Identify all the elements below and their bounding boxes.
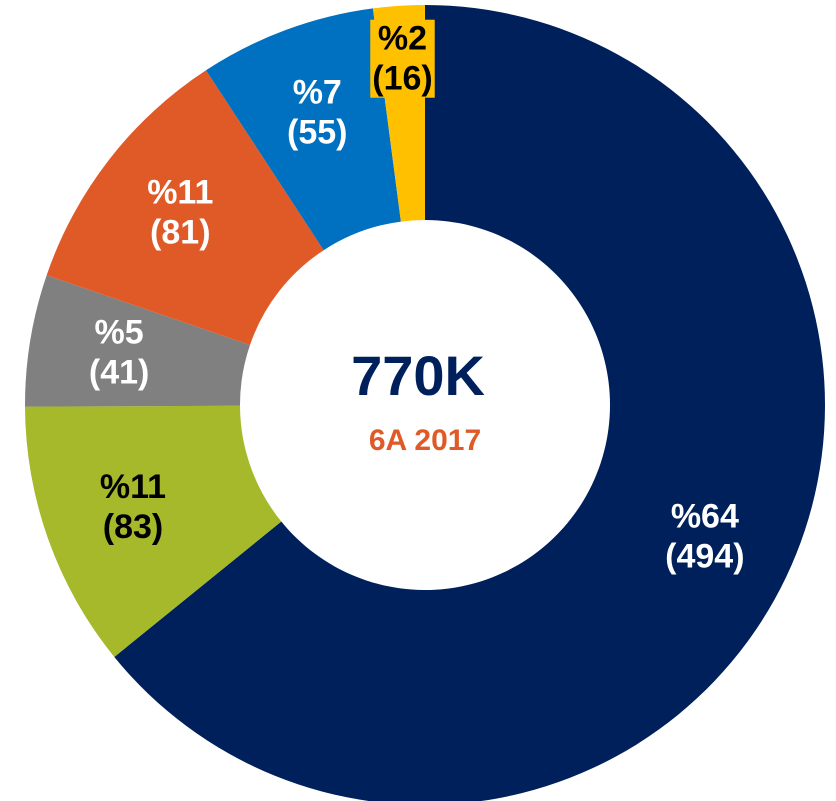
slice xyxy=(24,275,251,407)
slice xyxy=(46,70,324,345)
value-label: (81) xyxy=(150,214,210,252)
center-subtitle: 6A 2017 xyxy=(369,424,481,457)
percent-label: %64 xyxy=(671,497,739,535)
percent-label: %5 xyxy=(95,314,144,352)
slice-label: %5(41) xyxy=(89,314,149,392)
slice-label: %11(81) xyxy=(147,174,213,252)
value-label: (83) xyxy=(103,508,163,546)
slice xyxy=(206,8,401,251)
slices xyxy=(24,5,825,801)
slice-label: %2(16) xyxy=(370,19,435,98)
slice xyxy=(25,405,282,657)
center-title: 770K xyxy=(351,344,485,407)
value-label: (41) xyxy=(89,354,149,392)
value-label: (494) xyxy=(665,537,744,575)
percent-label: %2 xyxy=(378,20,427,58)
slice-label: %11(83) xyxy=(100,468,166,546)
slice xyxy=(114,5,825,801)
value-label: (16) xyxy=(372,60,432,98)
slice-label: %7(55) xyxy=(287,73,347,151)
value-label: (55) xyxy=(287,113,347,151)
slice-label: %64(494) xyxy=(665,497,744,575)
labels: %64(494)%11(83)%5(41)%11(81)%7(55)%2(16) xyxy=(89,19,745,575)
percent-label: %11 xyxy=(100,468,166,506)
percent-label: %7 xyxy=(293,73,342,111)
percent-label: %11 xyxy=(147,174,213,212)
label-background xyxy=(370,19,435,98)
